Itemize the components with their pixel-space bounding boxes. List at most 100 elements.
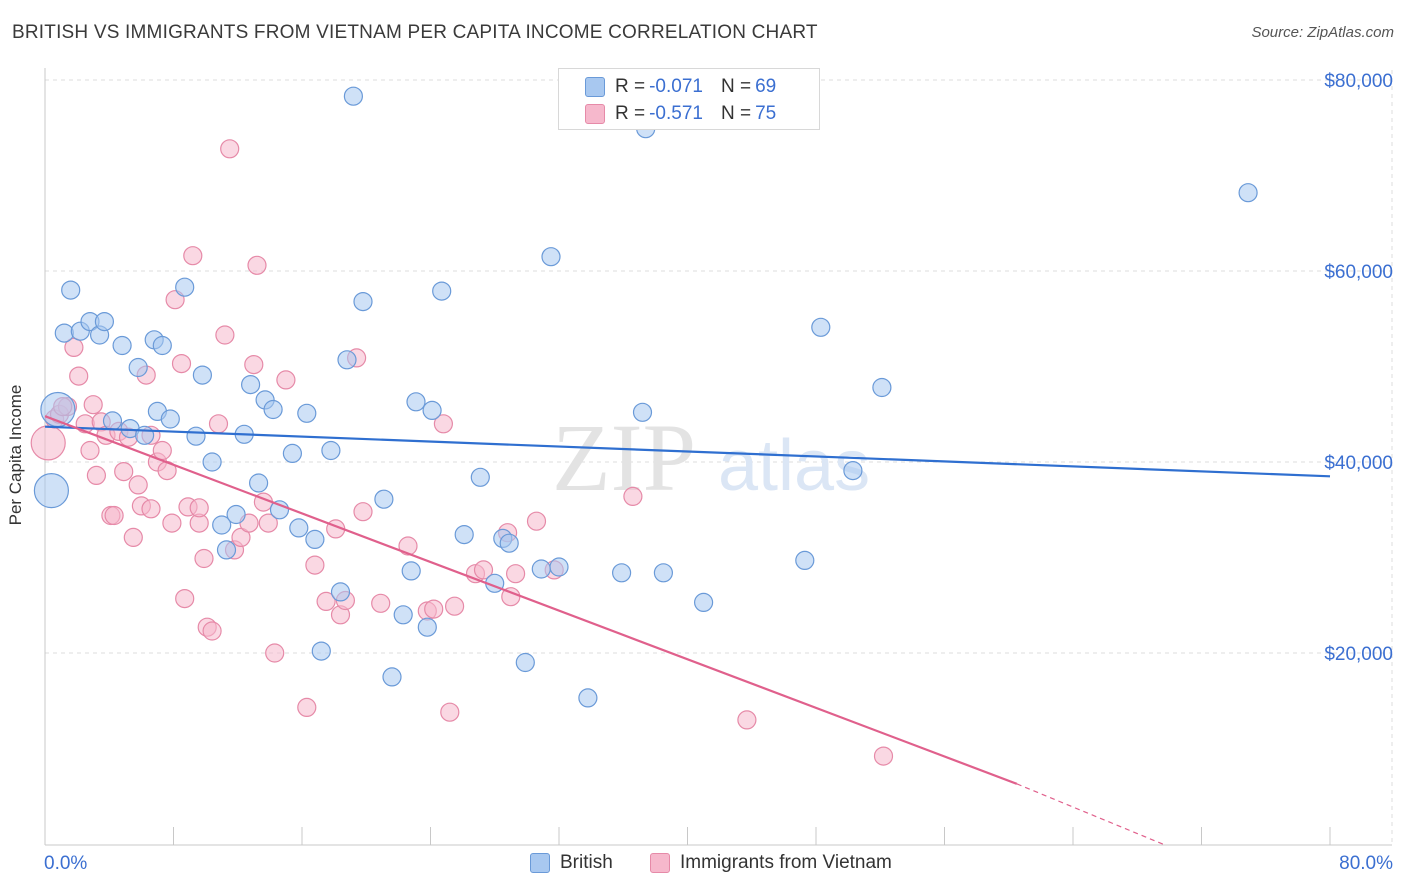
vietnam-point-5 (69, 366, 89, 386)
british-n-value: 69 (755, 76, 777, 97)
british-point-37 (337, 350, 357, 370)
vietnam-point-20 (141, 499, 161, 519)
british-point-34 (311, 641, 331, 661)
vietnam-point-7 (80, 440, 100, 461)
british-r-label: R = (615, 76, 646, 97)
british-point-16 (160, 409, 180, 429)
vietnam-point-72 (83, 395, 103, 415)
vietnam-point-4 (64, 337, 84, 357)
trend-lines (44, 415, 1331, 846)
british-point-38 (343, 86, 363, 106)
british-point-25 (241, 375, 261, 395)
watermark: ZIP atlas (552, 404, 870, 511)
british-point-52 (499, 533, 519, 553)
british-point-36 (330, 582, 351, 602)
x-tick-label-0: 0.0% (44, 853, 87, 874)
vietnam-point-69 (737, 710, 757, 730)
x-tick-label-1: 80.0% (1339, 853, 1393, 874)
vietnam-point-26 (171, 354, 192, 374)
legend-item-british[interactable]: British (530, 852, 613, 874)
vietnam-point-35 (215, 325, 235, 345)
british-point-31 (289, 518, 309, 538)
vietnam-point-22 (152, 440, 172, 461)
british-point-3 (61, 280, 81, 300)
british-point-45 (417, 617, 437, 637)
vietnam-point-66 (526, 511, 547, 531)
vietnam-point-70 (873, 746, 894, 766)
vietnam-point-12 (104, 505, 124, 526)
british-point-9 (112, 335, 132, 356)
british-point-28 (263, 399, 283, 420)
vietnam-point-16 (123, 527, 143, 548)
vietnam-point-14 (114, 462, 134, 482)
vietnam-point-54 (371, 593, 391, 613)
vietnam-point-60 (445, 596, 465, 616)
vietnam-r-value: -0.571 (649, 103, 703, 124)
vietnam-point-41 (247, 255, 267, 275)
british-point-61 (653, 563, 674, 583)
legend-vietnam-label: Immigrants from Vietnam (680, 852, 892, 873)
british-point-26 (249, 473, 269, 493)
british-n-label: N = (720, 76, 752, 97)
vietnam-point-27 (175, 588, 195, 609)
british-point-11 (128, 357, 148, 378)
vietnam-point-8 (86, 465, 107, 485)
british-point-57 (578, 688, 598, 708)
british-point-59 (632, 402, 653, 422)
legend-british-swatch (530, 853, 550, 873)
british-r-value: -0.071 (649, 76, 703, 97)
vietnam-point-24 (162, 513, 182, 533)
vietnam-point-17 (128, 475, 148, 495)
vietnam-point-55 (398, 536, 418, 556)
vietnam-point-45 (276, 370, 296, 390)
british-point-35 (321, 440, 341, 461)
british-point-2 (54, 323, 74, 343)
correlation-stats-box: R = -0.071 N = 69 R = -0.571 N = 75 (558, 68, 820, 130)
y-axis-label: Per Capita Income (6, 384, 25, 526)
y-tick-label-2: $60,000 (1324, 262, 1393, 283)
vietnam-trend-extension (1016, 783, 1166, 846)
british-point-18 (186, 426, 206, 446)
british-point-44 (406, 392, 426, 412)
british-point-54 (531, 559, 551, 579)
grid-lines (45, 70, 1393, 845)
british-point-48 (454, 524, 474, 545)
vietnam-point-33 (202, 621, 222, 641)
british-point-19 (192, 365, 212, 385)
british-point-29 (269, 500, 290, 520)
british-point-56 (549, 557, 569, 577)
british-point-15 (152, 335, 172, 356)
british-point-0 (33, 473, 70, 509)
source-credit: Source: ZipAtlas.com (1251, 24, 1394, 41)
vietnam-swatch (585, 104, 605, 124)
british-point-49 (470, 467, 490, 487)
british-point-55 (541, 247, 561, 267)
british-point-67 (1238, 183, 1258, 203)
tick-labels: $20,000 $40,000 $60,000 $80,000 0.0% 80.0% (44, 71, 1393, 874)
y-tick-label-0: $20,000 (1324, 644, 1393, 665)
y-tick-label-3: $80,000 (1324, 71, 1393, 92)
legend-vietnam-swatch (650, 853, 670, 873)
legend-item-vietnam[interactable]: Immigrants from Vietnam (650, 852, 892, 874)
vietnam-point-43 (258, 513, 278, 533)
vietnam-point-47 (305, 555, 325, 575)
vietnam-point-31 (194, 548, 214, 569)
british-point-39 (353, 292, 373, 312)
british-point-22 (216, 540, 237, 560)
british-point-33 (305, 529, 325, 550)
british-point-47 (432, 281, 452, 301)
vietnam-point-34 (208, 414, 229, 434)
british-point-63 (795, 550, 815, 571)
vietnam-point-58 (433, 414, 453, 434)
british-point-12 (135, 425, 155, 445)
vietnam-trend-line (44, 415, 1018, 785)
stats-row-vietnam: R = -0.571 N = 75 (585, 101, 777, 127)
british-point-20 (202, 452, 222, 472)
vietnam-point-74 (189, 498, 209, 518)
vietnam-n-value: 75 (755, 103, 777, 124)
vietnam-point-65 (505, 564, 526, 584)
british-point-46 (422, 400, 442, 420)
british-point-64 (811, 317, 831, 337)
british-point-32 (297, 403, 317, 423)
